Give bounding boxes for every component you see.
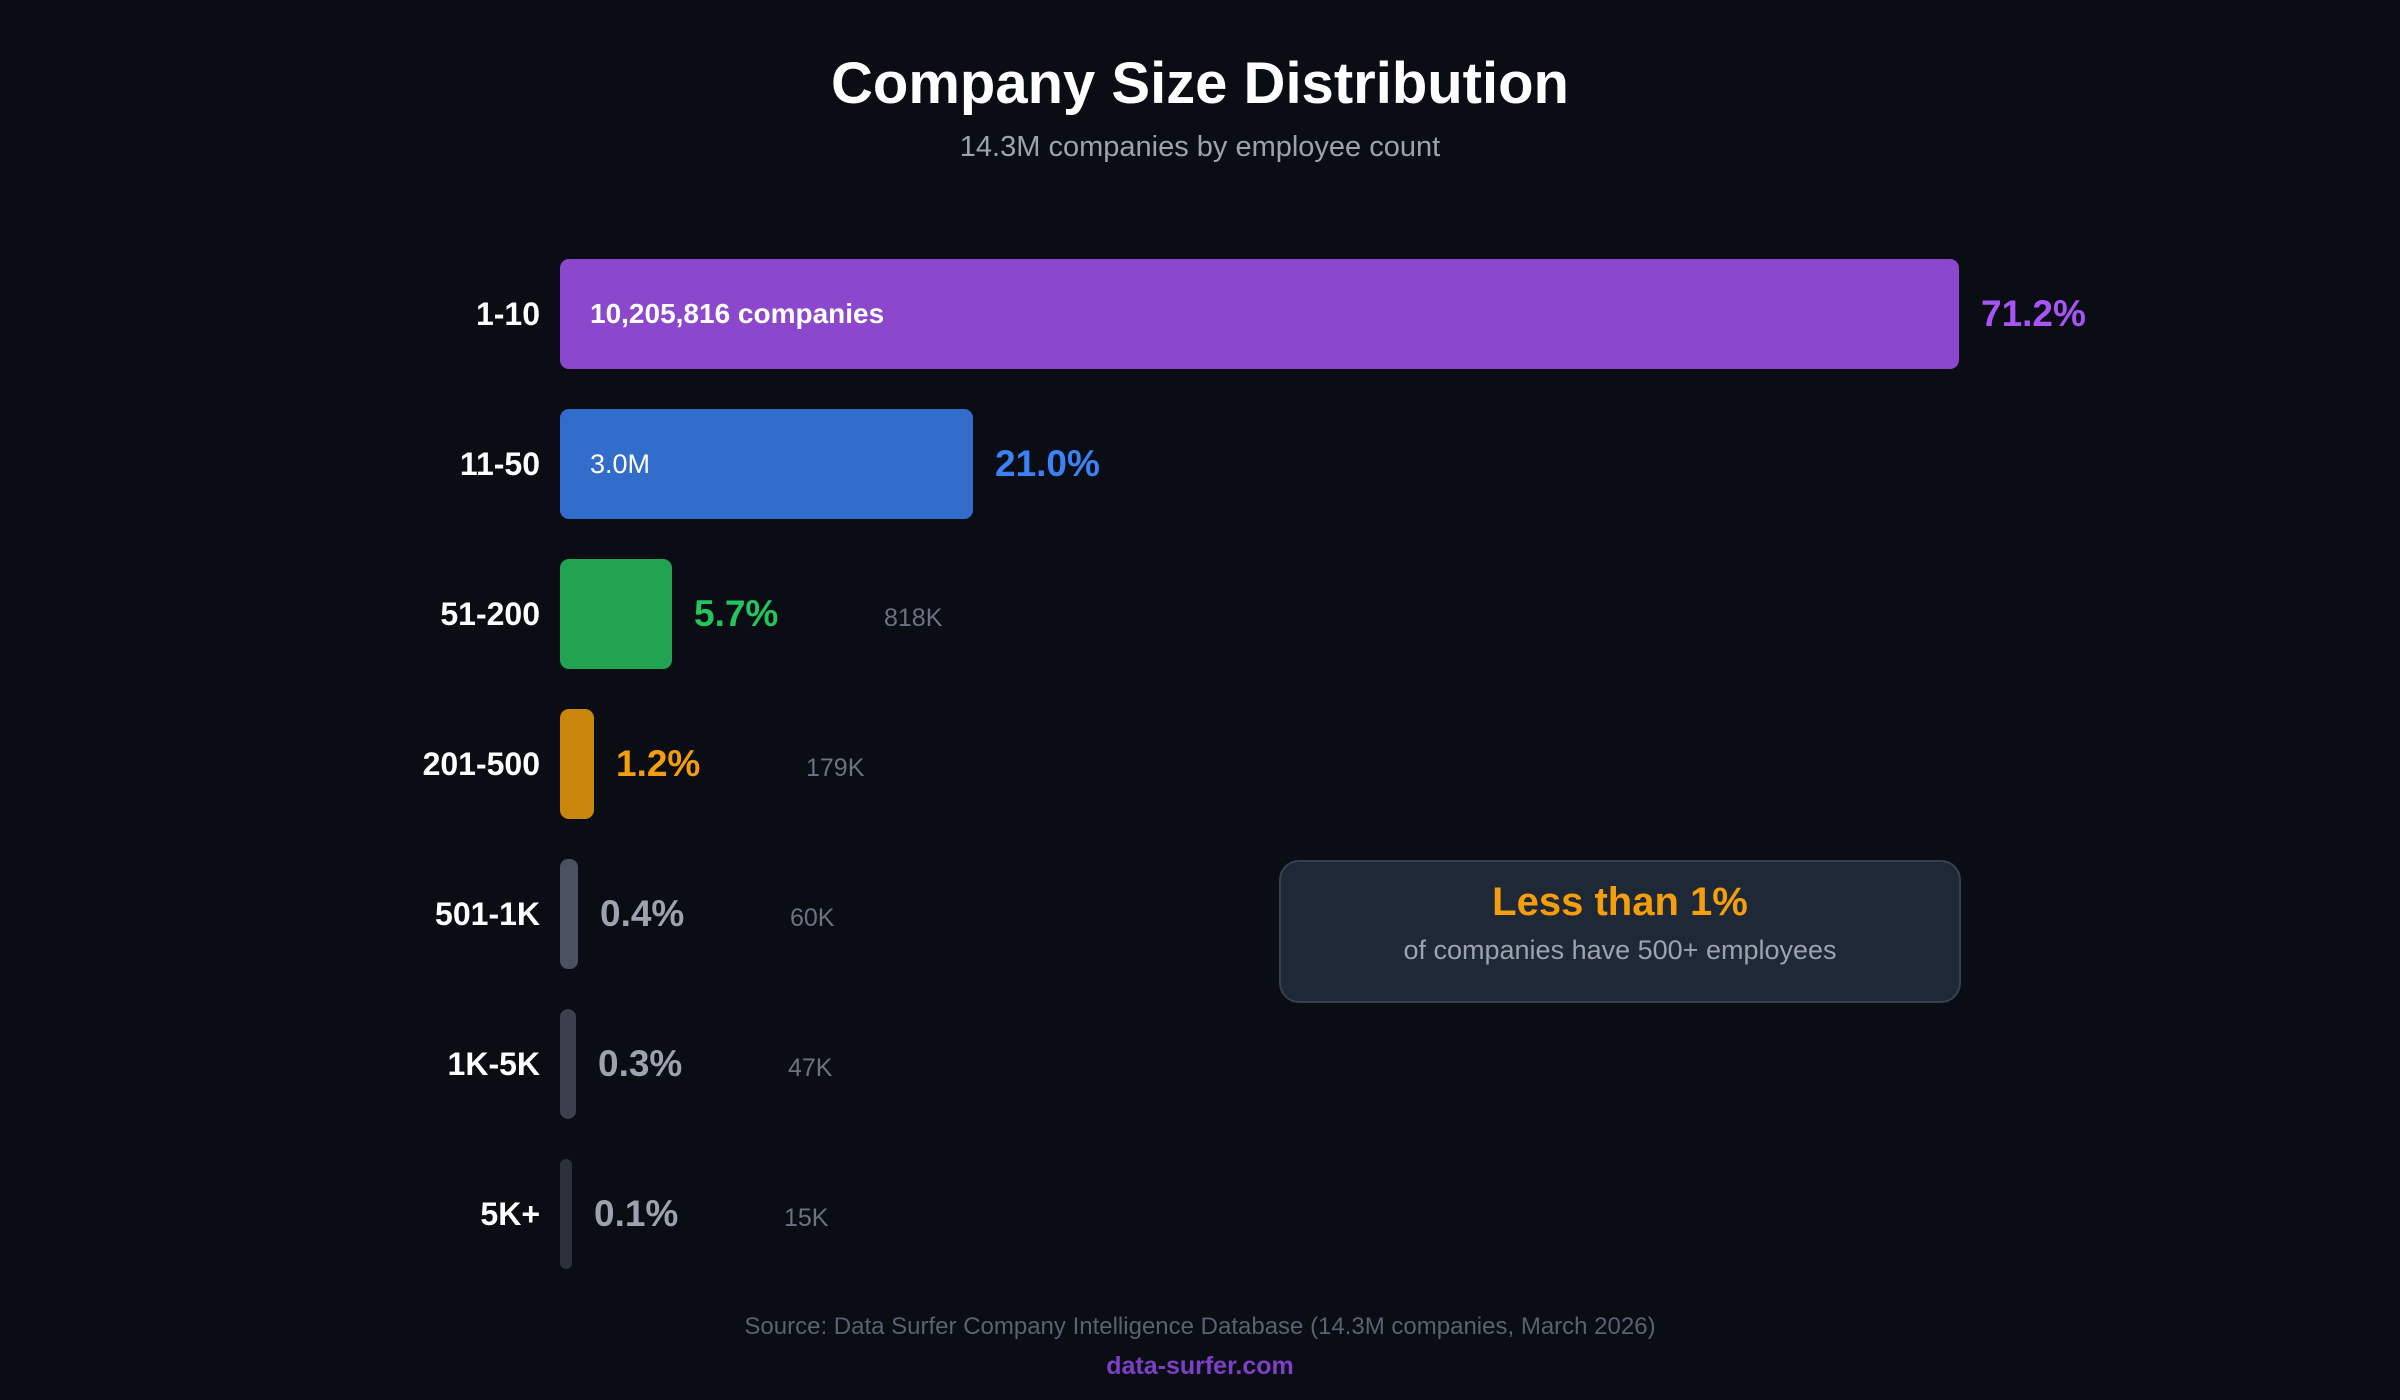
- count-label: 47K: [788, 1054, 833, 1082]
- count-label: 818K: [884, 604, 943, 632]
- bar: [560, 1009, 576, 1119]
- bar-row: 11-50 3.0M 21.0%: [0, 409, 2400, 519]
- bar: [560, 859, 578, 969]
- bar-row: 201-500 1.2% 179K: [0, 709, 2400, 819]
- callout-text: of companies have 500+ employees: [1403, 935, 1837, 965]
- category-label: 1-10: [475, 296, 540, 332]
- bar: 10,205,816 companies: [560, 259, 1959, 369]
- percent-label: 0.1%: [594, 1193, 679, 1234]
- percent-label: 5.7%: [694, 593, 779, 634]
- count-label: 60K: [790, 904, 835, 932]
- count-label: 10,205,816 companies: [590, 298, 885, 329]
- bar: [560, 709, 594, 819]
- count-label: 3.0M: [590, 449, 651, 479]
- percent-label: 0.3%: [598, 1043, 683, 1084]
- category-label: 201-500: [422, 746, 540, 782]
- bar-row: 51-200 5.7% 818K: [0, 559, 2400, 669]
- bar-row: 1K-5K 0.3% 47K: [0, 1009, 2400, 1119]
- bar-row: 501-1K 0.4% 60K: [0, 859, 2400, 969]
- percent-label: 71.2%: [1981, 293, 2086, 334]
- percent-label: 0.4%: [600, 893, 685, 934]
- category-label: 1K-5K: [447, 1046, 540, 1082]
- website-link[interactable]: data-surfer.com: [1106, 1352, 1294, 1380]
- chart-subtitle: 14.3M companies by employee count: [959, 131, 1441, 163]
- percent-label: 21.0%: [995, 443, 1100, 484]
- count-label: 15K: [784, 1204, 829, 1232]
- source-note: Source: Data Surfer Company Intelligence…: [744, 1313, 1656, 1340]
- percent-label: 1.2%: [616, 743, 701, 784]
- bar: 3.0M: [560, 409, 973, 519]
- category-label: 51-200: [440, 596, 540, 632]
- bar: [560, 559, 672, 669]
- category-label: 11-50: [459, 446, 540, 482]
- chart-title: Company Size Distribution: [831, 51, 1569, 116]
- callout-box: Less than 1% of companies have 500+ empl…: [1279, 860, 1961, 1003]
- bar: [560, 1159, 572, 1269]
- callout-title: Less than 1%: [1492, 880, 1748, 924]
- bar-row: 5K+ 0.1% 15K: [0, 1159, 2400, 1269]
- category-label: 5K+: [480, 1196, 540, 1232]
- category-label: 501-1K: [435, 896, 540, 932]
- bar-row: 1-10 10,205,816 companies 71.2%: [0, 259, 2400, 369]
- count-label: 179K: [806, 754, 865, 782]
